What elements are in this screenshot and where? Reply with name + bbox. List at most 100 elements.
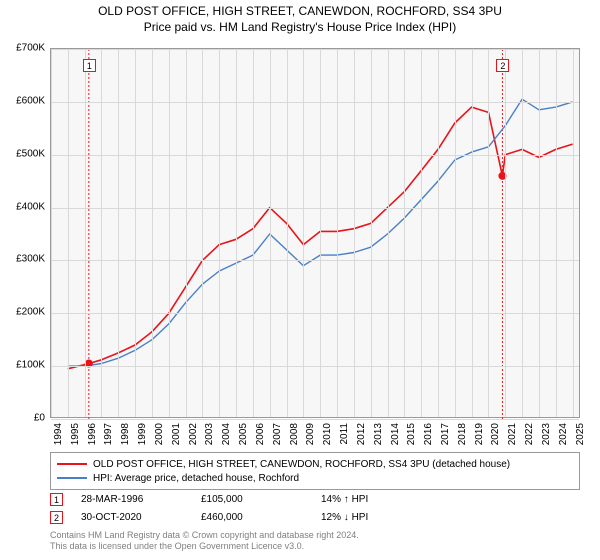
gridline-vertical [421,49,422,417]
legend: OLD POST OFFICE, HIGH STREET, CANEWDON, … [50,452,580,490]
gridline-vertical [573,49,574,417]
gridline-horizontal [51,260,579,261]
chart-area: 12 £0£100K£200K£300K£400K£500K£600K£700K… [50,48,580,418]
x-axis-label: 2014 [390,423,401,445]
gridline-vertical [270,49,271,417]
legend-label: HPI: Average price, detached house, Roch… [93,473,299,484]
legend-row: OLD POST OFFICE, HIGH STREET, CANEWDON, … [57,457,573,471]
x-axis-label: 2018 [457,423,468,445]
gridline-vertical [455,49,456,417]
gridline-vertical [404,49,405,417]
x-axis-label: 1997 [103,423,114,445]
chart-svg [51,49,581,419]
x-axis-label: 2020 [490,423,501,445]
gridline-vertical [135,49,136,417]
legend-label: OLD POST OFFICE, HIGH STREET, CANEWDON, … [93,459,510,470]
transaction-row: 2 30-OCT-2020£460,00012% ↓ HPI [50,508,441,526]
gridline-vertical [287,49,288,417]
gridline-horizontal [51,313,579,314]
x-axis-label: 2012 [356,423,367,445]
gridline-vertical [354,49,355,417]
gridline-horizontal [51,366,579,367]
gridline-horizontal [51,49,579,50]
gridline-vertical [320,49,321,417]
transaction-marker: 2 [50,511,63,524]
x-axis-label: 1994 [53,423,64,445]
gridline-vertical [118,49,119,417]
x-axis-label: 2025 [575,423,586,445]
gridline-vertical [488,49,489,417]
x-axis-label: 1995 [70,423,81,445]
x-axis-label: 2013 [373,423,384,445]
x-axis-label: 2017 [440,423,451,445]
gridline-vertical [303,49,304,417]
gridline-vertical [337,49,338,417]
y-axis-label: £400K [16,201,45,212]
x-axis-label: 2015 [406,423,417,445]
x-axis-label: 2021 [507,423,518,445]
gridline-vertical [219,49,220,417]
y-axis-label: £500K [16,148,45,159]
transaction-date: 30-OCT-2020 [81,512,201,523]
gridline-vertical [101,49,102,417]
transaction-delta: 14% ↑ HPI [321,494,441,505]
y-axis-label: £700K [16,43,45,54]
x-axis-label: 2008 [289,423,300,445]
x-axis-label: 1999 [137,423,148,445]
x-axis-label: 2024 [558,423,569,445]
gridline-vertical [51,49,52,417]
gridline-horizontal [51,419,579,420]
title-line-1: OLD POST OFFICE, HIGH STREET, CANEWDON, … [0,4,600,18]
x-axis-label: 2016 [423,423,434,445]
y-axis-label: £300K [16,254,45,265]
gridline-vertical [169,49,170,417]
transaction-marker: 1 [50,493,63,506]
x-axis-label: 2005 [238,423,249,445]
gridline-vertical [539,49,540,417]
gridline-horizontal [51,155,579,156]
gridline-vertical [371,49,372,417]
x-axis-label: 2001 [171,423,182,445]
marker-badge: 2 [496,59,509,72]
x-axis-label: 2019 [474,423,485,445]
transaction-price: £460,000 [201,512,321,523]
footer-attribution: Contains HM Land Registry data © Crown c… [50,530,359,553]
transactions-table: 1 28-MAR-1996£105,00014% ↑ HPI 2 30-OCT-202… [50,490,441,526]
transaction-row: 1 28-MAR-1996£105,00014% ↑ HPI [50,490,441,508]
x-axis-label: 2022 [524,423,535,445]
x-axis-label: 2003 [204,423,215,445]
gridline-vertical [556,49,557,417]
plot-region: 12 [50,48,580,418]
gridline-vertical [85,49,86,417]
x-axis-label: 2004 [221,423,232,445]
gridline-vertical [438,49,439,417]
footer-line-2: This data is licensed under the Open Gov… [50,541,359,552]
transaction-delta: 12% ↓ HPI [321,512,441,523]
transaction-date: 28-MAR-1996 [81,494,201,505]
footer-line-1: Contains HM Land Registry data © Crown c… [50,530,359,541]
x-axis-label: 1998 [120,423,131,445]
title-line-2: Price paid vs. HM Land Registry's House … [0,20,600,34]
gridline-horizontal [51,102,579,103]
x-axis-label: 1996 [87,423,98,445]
y-axis-label: £100K [16,360,45,371]
gridline-vertical [186,49,187,417]
gridline-vertical [152,49,153,417]
gridline-vertical [472,49,473,417]
transaction-price: £105,000 [201,494,321,505]
title-block: OLD POST OFFICE, HIGH STREET, CANEWDON, … [0,0,600,34]
gridline-vertical [236,49,237,417]
x-axis-label: 2006 [255,423,266,445]
x-axis-label: 2002 [188,423,199,445]
x-axis-label: 2007 [272,423,283,445]
x-axis-label: 2010 [322,423,333,445]
legend-swatch [57,463,87,465]
legend-row: HPI: Average price, detached house, Roch… [57,471,573,485]
gridline-vertical [253,49,254,417]
gridline-vertical [522,49,523,417]
gridline-vertical [68,49,69,417]
gridline-vertical [202,49,203,417]
legend-swatch [57,477,87,479]
x-axis-label: 2011 [339,423,350,445]
y-axis-label: £0 [34,413,45,424]
